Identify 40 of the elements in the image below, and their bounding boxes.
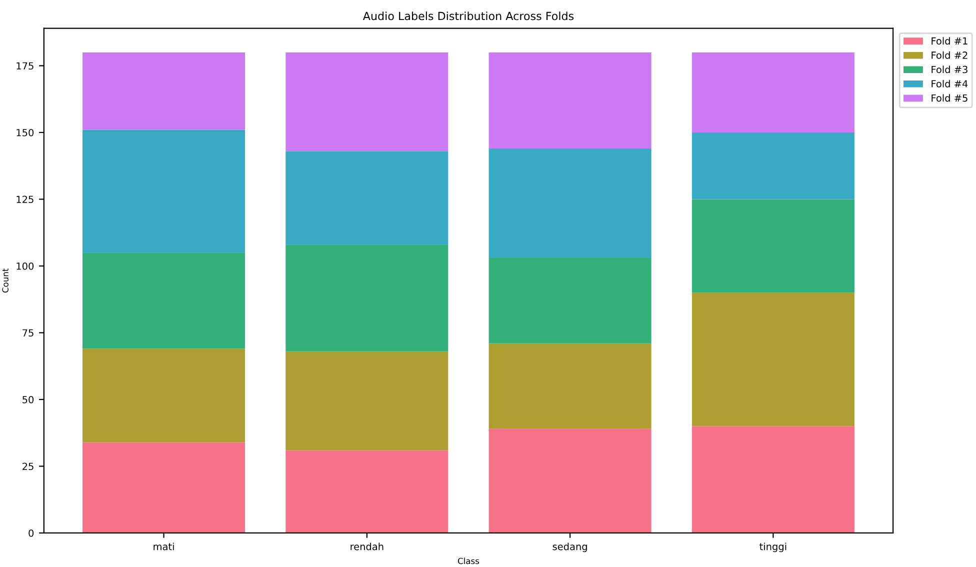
x-tick-label: sedang <box>552 542 587 552</box>
bar <box>692 132 854 200</box>
bar <box>286 450 448 533</box>
legend-label: Fold #4 <box>932 80 968 88</box>
bar <box>286 244 448 352</box>
legend-label: Fold #1 <box>932 37 968 45</box>
bar <box>82 252 246 349</box>
bar <box>488 428 652 533</box>
y-axis-title: Count <box>2 268 8 293</box>
bar <box>488 52 652 148</box>
bar <box>286 52 448 152</box>
legend-label: Fold #3 <box>932 66 968 74</box>
y-tick-label: 50 <box>22 396 34 404</box>
y-tick-label: 150 <box>16 128 34 136</box>
bar <box>286 151 448 245</box>
bar <box>82 348 246 442</box>
bar <box>82 52 246 130</box>
x-axis-title: Class <box>458 558 480 564</box>
x-tick-label: tinggi <box>760 542 786 552</box>
x-tick-label: rendah <box>350 542 384 550</box>
legend-label: Fold #2 <box>932 51 968 59</box>
bar <box>692 292 854 426</box>
chart-title: Audio Labels Distribution Across Folds <box>362 12 574 20</box>
x-tick-label: mati <box>154 542 174 550</box>
bar <box>692 199 854 293</box>
y-tick-label: 75 <box>22 329 34 337</box>
legend-label: Fold #5 <box>932 94 968 102</box>
bar <box>488 148 652 258</box>
bar <box>82 130 246 253</box>
bar <box>488 258 652 344</box>
bar <box>692 426 854 533</box>
bar <box>286 351 448 450</box>
bar <box>692 52 854 132</box>
y-tick-label: 175 <box>16 62 34 70</box>
y-tick-label: 100 <box>16 262 34 270</box>
bar <box>488 343 652 429</box>
y-tick-label: 0 <box>28 529 34 537</box>
y-tick-label: 125 <box>16 196 34 204</box>
y-tick-label: 25 <box>22 462 34 470</box>
bar <box>82 442 246 533</box>
